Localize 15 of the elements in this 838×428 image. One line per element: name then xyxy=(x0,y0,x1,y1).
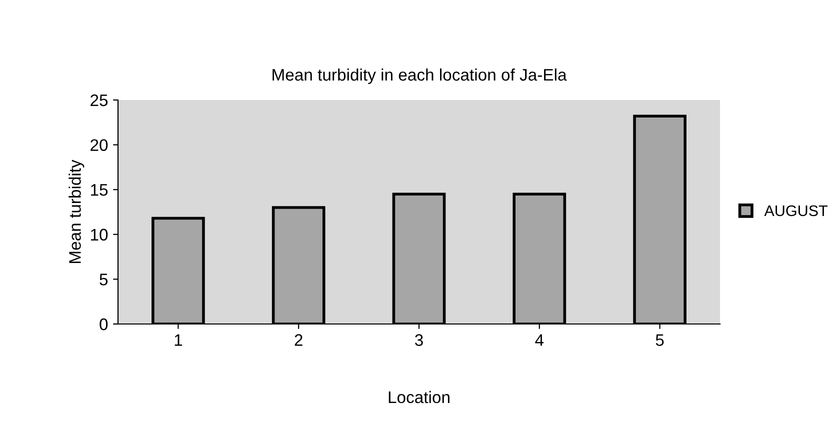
y-axis-title: Mean turbidity xyxy=(68,160,84,263)
x-axis-title: Location xyxy=(388,390,450,404)
x-tick-label: 3 xyxy=(415,334,423,346)
x-tick-label: 4 xyxy=(535,334,544,346)
y-tick-label: 5 xyxy=(100,274,108,286)
x-tick-label: 5 xyxy=(656,334,664,346)
y-tick-label: 0 xyxy=(100,318,108,330)
y-tick-label: 25 xyxy=(90,94,108,106)
chart-title: Mean turbidity in each location of Ja-Ela xyxy=(272,68,567,84)
y-tick-label: 10 xyxy=(91,228,108,241)
y-tick-label: 20 xyxy=(90,139,108,152)
x-tick-label: 2 xyxy=(294,334,302,346)
y-tick-label: 15 xyxy=(91,184,108,196)
x-tick-label: 1 xyxy=(174,334,182,346)
legend-label: AUGUST xyxy=(764,205,828,216)
